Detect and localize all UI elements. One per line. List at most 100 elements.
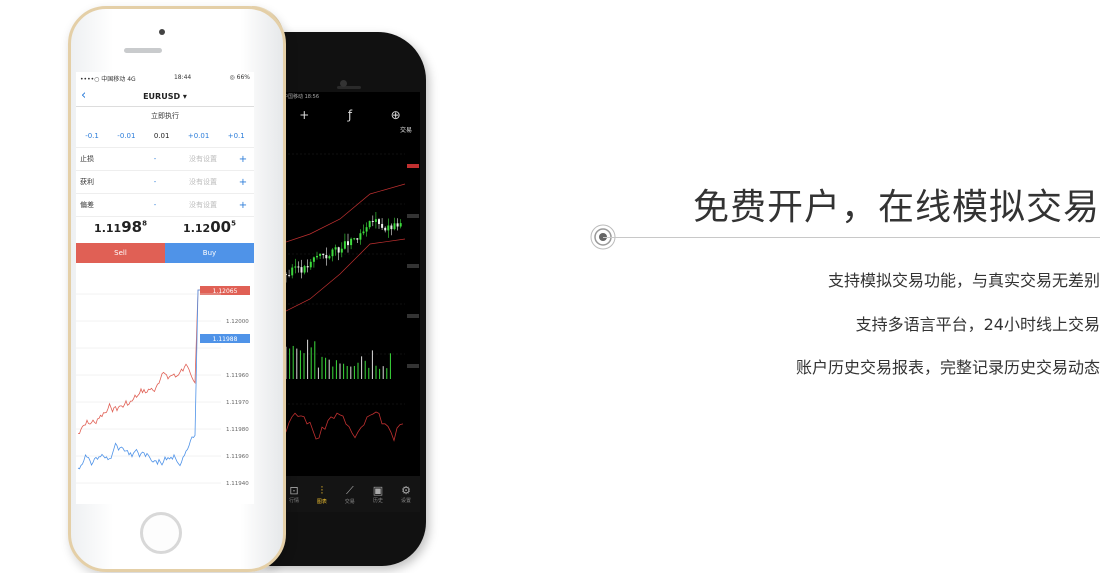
- trade-icon: ⟋: [345, 483, 354, 497]
- volume-minus-big[interactable]: -0.1: [85, 132, 99, 140]
- price-tick-label: 1.11960: [226, 373, 249, 379]
- bid-line: [77, 289, 200, 470]
- stop-loss-field[interactable]: 没有设置: [189, 155, 217, 163]
- function-icon[interactable]: ƒ: [347, 108, 353, 122]
- candle-body: [368, 220, 371, 228]
- nav-bar: ‹ EURUSD ▾: [76, 86, 254, 107]
- candle-body: [396, 223, 399, 227]
- price-tick-label: 1.11960: [226, 454, 249, 460]
- tab-charts[interactable]: ⫶ 图表: [316, 483, 327, 505]
- dark-price-tag: [407, 364, 419, 368]
- candle-body: [312, 257, 315, 262]
- volume-plus-big[interactable]: +0.1: [227, 132, 245, 140]
- candle-body: [297, 266, 300, 268]
- crosshair-icon[interactable]: +: [299, 108, 310, 122]
- candle-body: [340, 248, 343, 253]
- volume-value[interactable]: 0.01: [153, 132, 170, 140]
- ask-line: [77, 289, 200, 435]
- candle-body: [343, 241, 346, 249]
- feature-item-3: 账户历史交易报表，完整记录历史交易动态: [795, 358, 1100, 377]
- candle-body: [353, 238, 356, 240]
- dark-chart-screen: 中国移动 18:56 + ƒ ⊕ 交易 ⊡ 行情 ⫶ 图表 ⟋ 交易 ▣ 历史 ⚙ 设置: [280, 92, 420, 512]
- feature-item-2: 支持多语言平台，24小时线上交易: [855, 315, 1100, 334]
- headline-divider: [603, 237, 1100, 238]
- volume-stepper: -0.1 -0.01 0.01 +0.01 +0.1: [76, 125, 254, 147]
- candle-body: [356, 238, 359, 240]
- front-camera: [159, 29, 165, 35]
- trade-tag-label: 交易: [400, 126, 412, 134]
- candle-body: [365, 227, 368, 232]
- candle-body: [399, 223, 402, 227]
- buy-button[interactable]: Buy: [165, 243, 254, 263]
- sell-button[interactable]: Sell: [76, 243, 165, 263]
- ask-price-tag-text: 1.12065: [213, 288, 238, 295]
- tab-quotes[interactable]: ⊡ 行情: [288, 484, 299, 504]
- candle-body: [325, 255, 328, 259]
- candle-body: [390, 225, 393, 230]
- volume-plus-small[interactable]: +0.01: [187, 132, 210, 140]
- take-profit-label: 获利: [80, 178, 94, 186]
- candle-body: [371, 220, 374, 222]
- deviation-plus[interactable]: +: [238, 199, 248, 211]
- candle-body: [328, 256, 331, 259]
- ask-price: 1.12005: [183, 218, 236, 236]
- candle-body: [309, 261, 312, 268]
- status-bar: ••••○ 中国移动 4G 18:44 ◎ 66%: [80, 74, 250, 83]
- candle-body: [347, 241, 349, 246]
- add-indicator-icon[interactable]: ⊕: [390, 108, 401, 122]
- tab-trade[interactable]: ⟋ 交易: [344, 483, 355, 505]
- deviation-field[interactable]: 没有设置: [189, 201, 217, 209]
- price-tick-label: 1.11980: [226, 427, 249, 433]
- gear-icon: ⚙: [401, 484, 411, 497]
- stop-loss-label: 止损: [80, 155, 94, 163]
- stop-loss-minus[interactable]: -: [153, 155, 157, 163]
- stop-loss-row: 止损 - 没有设置 +: [76, 147, 254, 170]
- candlestick-chart: 交易: [280, 126, 419, 443]
- order-screen: ••••○ 中国移动 4G 18:44 ◎ 66% ‹ EURUSD ▾ 立即执…: [76, 72, 254, 504]
- candle-body: [334, 247, 337, 250]
- candle-body: [291, 267, 294, 276]
- candle-body: [381, 223, 384, 228]
- symbol-selector[interactable]: EURUSD ▾: [143, 91, 187, 101]
- tab-settings[interactable]: ⚙ 设置: [401, 484, 412, 504]
- price-row: 1.11988 1.12005: [76, 216, 254, 243]
- deviation-row: 偏差 - 没有设置 +: [76, 193, 254, 216]
- candle-body: [378, 219, 380, 224]
- take-profit-minus[interactable]: -: [153, 178, 157, 186]
- candle-body: [303, 266, 306, 273]
- quotes-icon: ⊡: [289, 484, 299, 497]
- candle-body: [387, 225, 390, 231]
- back-icon[interactable]: ‹: [81, 88, 87, 103]
- dark-toolbar: + ƒ ⊕: [280, 104, 420, 126]
- candle-body: [316, 255, 318, 258]
- price-tick-label: 1.11940: [226, 481, 249, 487]
- candle-body: [393, 223, 396, 230]
- candle-body: [337, 247, 340, 253]
- ask-price-tag: [200, 286, 250, 295]
- take-profit-field[interactable]: 没有设置: [189, 178, 217, 186]
- home-button[interactable]: [140, 512, 182, 554]
- tab-history[interactable]: ▣ 历史: [372, 484, 384, 504]
- history-icon: ▣: [372, 484, 384, 497]
- dark-price-tag: [407, 264, 419, 268]
- tick-chart: 1.12065 1.11988 1.12000 1.11960 1.11970 1.1…: [76, 286, 250, 487]
- dark-status-bar: 中国移动 18:56: [283, 94, 319, 100]
- volume-minus-small[interactable]: -0.01: [117, 132, 136, 140]
- take-profit-plus[interactable]: +: [238, 176, 248, 188]
- candle-body: [285, 274, 287, 276]
- moving-average-red: [280, 183, 406, 245]
- bollinger-lower: [280, 238, 406, 315]
- candle-body: [359, 233, 362, 240]
- page-headline: 免费开户，在线模拟交易: [692, 187, 1100, 228]
- deviation-minus[interactable]: -: [153, 201, 157, 209]
- dark-tab-bar: ⊡ 行情 ⫶ 图表 ⟋ 交易 ▣ 历史 ⚙ 设置: [280, 476, 420, 512]
- deviation-label: 偏差: [80, 201, 94, 209]
- earpiece-speaker: [124, 48, 162, 53]
- execution-type[interactable]: 立即执行: [151, 112, 179, 120]
- stop-loss-plus[interactable]: +: [238, 153, 248, 165]
- candle-body: [384, 227, 387, 231]
- dark-price-tag: [407, 214, 419, 218]
- candle-body: [294, 266, 297, 268]
- candle-body: [374, 219, 377, 222]
- bid-price: 1.11988: [94, 218, 147, 236]
